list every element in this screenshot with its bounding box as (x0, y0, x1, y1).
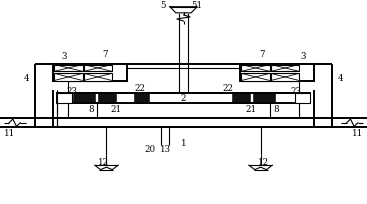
Text: 12: 12 (98, 157, 109, 166)
Text: 12: 12 (258, 157, 269, 166)
Bar (73, 94, 95, 103)
Bar (240, 65, 314, 82)
Text: 23: 23 (290, 87, 301, 95)
Text: 8: 8 (273, 105, 279, 114)
Bar (253, 94, 275, 103)
Text: 4: 4 (338, 73, 343, 82)
Bar (134, 94, 149, 103)
Bar (84, 65, 112, 72)
Text: 3: 3 (62, 52, 67, 61)
Bar (57, 93, 310, 103)
Text: 22: 22 (134, 83, 145, 92)
Text: 51: 51 (191, 1, 202, 10)
Bar (271, 74, 299, 81)
Polygon shape (170, 8, 197, 14)
Text: 2: 2 (181, 94, 186, 103)
Bar (53, 65, 127, 82)
Bar (241, 74, 270, 81)
Text: 1: 1 (181, 139, 186, 147)
Bar (84, 74, 112, 81)
Bar (54, 65, 83, 72)
Text: 21: 21 (246, 104, 257, 113)
Text: 4: 4 (24, 73, 29, 82)
Text: 23: 23 (66, 87, 77, 95)
Text: 3: 3 (300, 52, 305, 61)
Text: 5: 5 (160, 1, 165, 10)
Bar (295, 93, 310, 103)
Bar (241, 65, 270, 72)
Bar (57, 93, 72, 103)
Bar (232, 94, 250, 103)
Text: 13: 13 (160, 145, 171, 154)
Text: 8: 8 (88, 105, 94, 114)
Text: 11: 11 (4, 128, 15, 137)
Text: 7: 7 (102, 50, 107, 59)
Bar (271, 65, 299, 72)
Bar (98, 94, 116, 103)
Bar (54, 74, 83, 81)
Text: 21: 21 (110, 104, 121, 113)
Text: 20: 20 (145, 145, 156, 154)
Bar (35, 119, 332, 128)
Text: 11: 11 (352, 128, 363, 137)
Text: 7: 7 (260, 50, 265, 59)
Text: 22: 22 (222, 83, 233, 92)
